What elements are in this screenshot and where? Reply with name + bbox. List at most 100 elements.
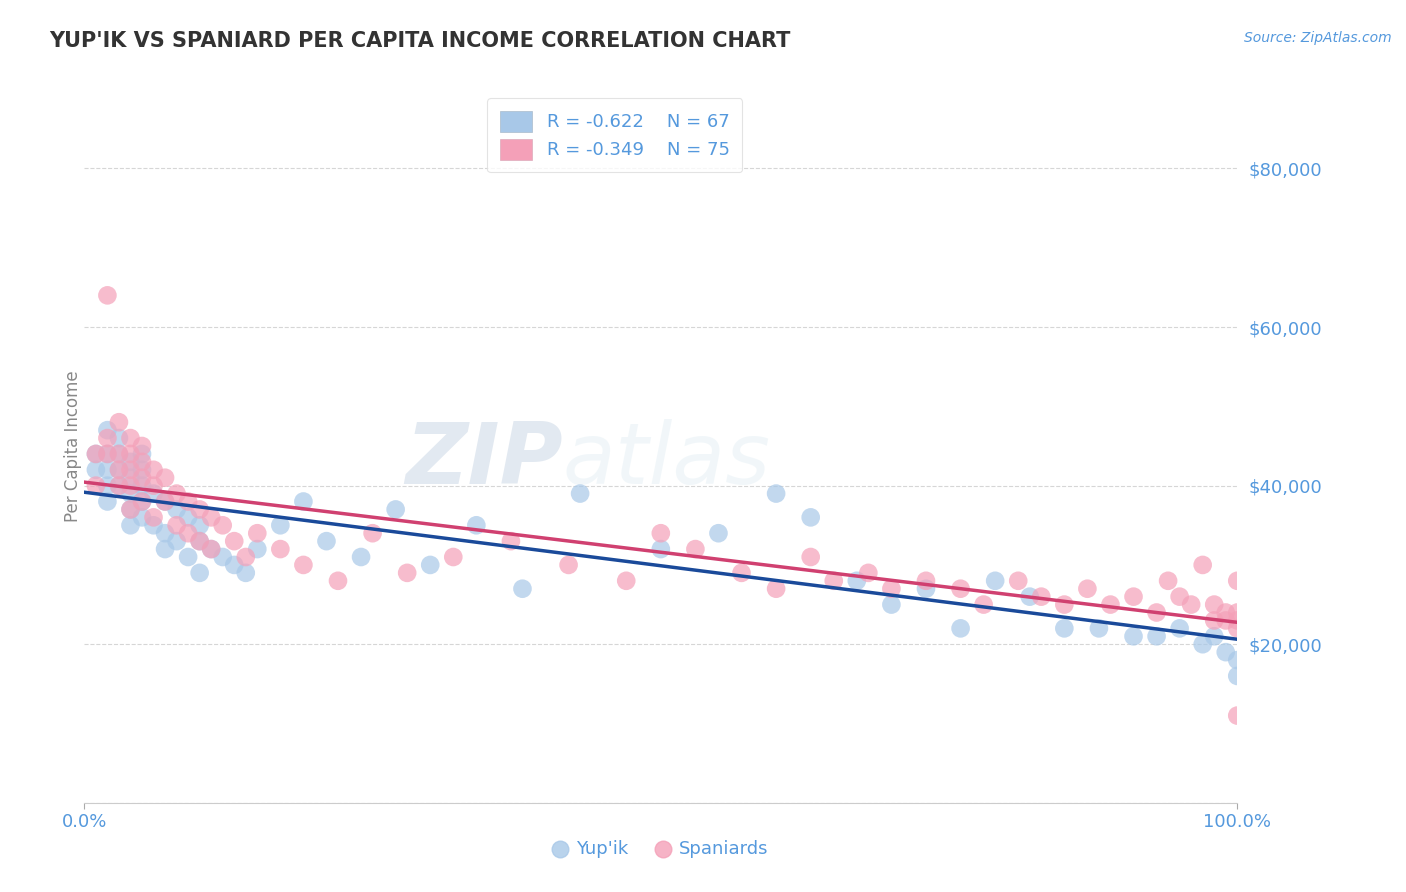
Point	[153, 471, 176, 485]
Point	[1031, 590, 1053, 604]
Point	[292, 558, 315, 572]
Point	[1204, 614, 1226, 628]
Point	[96, 494, 118, 508]
Point	[211, 518, 233, 533]
Point	[1099, 598, 1122, 612]
Point	[96, 447, 118, 461]
Point	[188, 518, 211, 533]
Point	[800, 510, 823, 524]
Point	[142, 463, 165, 477]
Point	[120, 431, 142, 445]
Point	[188, 534, 211, 549]
Point	[915, 574, 938, 588]
Point	[1088, 621, 1111, 635]
Text: Source: ZipAtlas.com: Source: ZipAtlas.com	[1244, 31, 1392, 45]
Point	[880, 582, 903, 596]
Point	[96, 478, 118, 492]
Point	[120, 502, 142, 516]
Point	[131, 510, 153, 524]
Point	[1215, 614, 1237, 628]
Point	[973, 598, 995, 612]
Point	[396, 566, 419, 580]
Point	[108, 431, 131, 445]
Point	[350, 549, 373, 564]
Point	[915, 582, 938, 596]
Point	[1146, 629, 1168, 643]
Point	[142, 478, 165, 492]
Point	[1076, 582, 1098, 596]
Point	[166, 502, 188, 516]
Point	[120, 478, 142, 492]
Point	[96, 423, 118, 437]
Point	[108, 463, 131, 477]
Point	[84, 478, 107, 492]
Y-axis label: Per Capita Income: Per Capita Income	[65, 370, 82, 522]
Point	[131, 455, 153, 469]
Point	[326, 574, 349, 588]
Point	[730, 566, 752, 580]
Point	[153, 542, 176, 557]
Point	[800, 549, 823, 564]
Point	[1122, 590, 1144, 604]
Point	[246, 526, 269, 541]
Point	[650, 542, 672, 557]
Point	[235, 549, 257, 564]
Point	[1007, 574, 1029, 588]
Point	[142, 486, 165, 500]
Point	[96, 431, 118, 445]
Point	[200, 542, 222, 557]
Point	[166, 486, 188, 500]
Point	[557, 558, 579, 572]
Point	[1191, 637, 1213, 651]
Point	[131, 447, 153, 461]
Point	[108, 463, 131, 477]
Point	[166, 534, 188, 549]
Point	[1215, 645, 1237, 659]
Point	[224, 558, 246, 572]
Point	[1168, 621, 1191, 635]
Point	[1226, 669, 1249, 683]
Point	[131, 478, 153, 492]
Point	[650, 526, 672, 541]
Point	[1226, 621, 1249, 635]
Point	[120, 471, 142, 485]
Point	[131, 494, 153, 508]
Point	[1191, 558, 1213, 572]
Point	[108, 478, 131, 492]
Point	[1226, 614, 1249, 628]
Text: atlas: atlas	[562, 418, 770, 502]
Point	[361, 526, 384, 541]
Text: YUP'IK VS SPANIARD PER CAPITA INCOME CORRELATION CHART: YUP'IK VS SPANIARD PER CAPITA INCOME COR…	[49, 31, 790, 51]
Point	[177, 526, 200, 541]
Legend: Yup'ik, Spaniards: Yup'ik, Spaniards	[553, 840, 769, 858]
Point	[108, 447, 131, 461]
Point	[269, 542, 291, 557]
Point	[96, 288, 118, 302]
Point	[153, 494, 176, 508]
Point	[153, 494, 176, 508]
Point	[1204, 629, 1226, 643]
Point	[108, 478, 131, 492]
Point	[707, 526, 730, 541]
Point	[858, 566, 880, 580]
Point	[96, 463, 118, 477]
Point	[131, 471, 153, 485]
Point	[569, 486, 592, 500]
Point	[949, 582, 972, 596]
Point	[96, 447, 118, 461]
Point	[131, 463, 153, 477]
Point	[614, 574, 637, 588]
Point	[120, 486, 142, 500]
Point	[1053, 621, 1076, 635]
Point	[465, 518, 488, 533]
Point	[880, 598, 903, 612]
Point	[120, 463, 142, 477]
Point	[269, 518, 291, 533]
Point	[1122, 629, 1144, 643]
Point	[235, 566, 257, 580]
Point	[685, 542, 707, 557]
Point	[200, 510, 222, 524]
Point	[1180, 598, 1202, 612]
Point	[512, 582, 534, 596]
Point	[84, 463, 107, 477]
